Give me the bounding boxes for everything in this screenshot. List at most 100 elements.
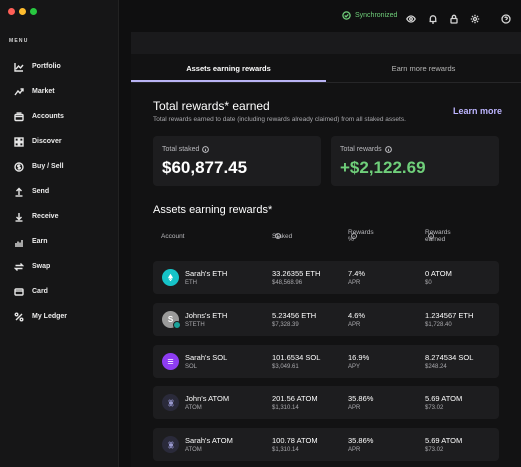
my-ledger-icon: [14, 312, 24, 322]
help-icon[interactable]: [501, 11, 511, 24]
row-rewards-earned-fiat: $73.02: [425, 447, 444, 453]
table-row[interactable]: S Johns's ETH STETH 5.23456 ETH $7,328.3…: [153, 303, 499, 336]
total-rewards-value: +$2,122.69: [340, 158, 426, 177]
row-symbol: SOL: [185, 364, 198, 370]
row-staked-fiat: $1,310.14: [272, 447, 299, 453]
send-icon: [14, 187, 24, 197]
sidebar-item-receive[interactable]: Receive: [0, 204, 119, 229]
row-staked-fiat: $48,568.96: [272, 280, 303, 286]
col-account-label: Account: [161, 232, 185, 240]
sidebar-item-label: Portfolio: [32, 63, 61, 70]
row-rewards-pct: 7.4%: [348, 269, 366, 278]
sidebar-item-label: Buy / Sell: [32, 163, 64, 170]
sync-status-label: Synchronized: [355, 12, 398, 19]
sidebar: MENU Portfolio Market Accounts Discover …: [0, 0, 119, 467]
table-row[interactable]: Sarah's SOL SOL 101.6534 SOL $3,049.61 1…: [153, 345, 499, 378]
eye-icon[interactable]: [406, 11, 416, 23]
discover-icon: [14, 136, 24, 147]
sidebar-item-portfolio[interactable]: Portfolio: [0, 54, 119, 79]
row-staked: 201.56 ATOM: [272, 394, 318, 403]
total-staked-label: Total staked: [162, 146, 200, 153]
sidebar-item-accounts[interactable]: Accounts: [0, 104, 119, 129]
tab-earn-more-rewards[interactable]: Earn more rewards: [391, 64, 456, 73]
portfolio-icon: [14, 62, 24, 72]
bell-icon[interactable]: [428, 11, 438, 24]
accounts-icon: [14, 111, 24, 122]
sidebar-item-swap[interactable]: Swap: [0, 254, 119, 279]
sidebar-item-label: Earn: [32, 238, 48, 245]
info-icon[interactable]: [425, 233, 434, 239]
minimize-window-button[interactable]: [19, 8, 26, 15]
sync-status[interactable]: Synchronized: [342, 11, 397, 20]
learn-more-link[interactable]: Learn more: [453, 106, 503, 116]
info-icon[interactable]: [348, 233, 357, 239]
sidebar-item-discover[interactable]: Discover: [0, 129, 119, 154]
sidebar-item-card[interactable]: Card: [0, 279, 119, 304]
row-rewards-earned-fiat: $0: [425, 280, 432, 286]
row-rewards-type: APR: [348, 405, 361, 411]
total-staked-value: $60,877.45: [162, 158, 248, 177]
table-row[interactable]: Sarah's ETH ETH 33.26355 ETH $48,568.96 …: [153, 261, 499, 294]
row-staked: 5.23456 ETH: [272, 311, 317, 320]
sidebar-item-buy-sell[interactable]: Buy / Sell: [0, 154, 119, 179]
row-symbol: ETH: [185, 280, 197, 286]
tabs: Assets earning rewards Earn more rewards: [131, 54, 521, 82]
info-icon[interactable]: [384, 146, 392, 153]
active-tab-indicator: [131, 80, 326, 82]
assets-title: Assets earning rewards*: [153, 204, 273, 216]
row-rewards-pct: 35.86%: [348, 394, 374, 403]
settings-icon[interactable]: [470, 11, 480, 24]
sidebar-item-label: My Ledger: [32, 313, 68, 320]
total-staked-label-wrap: Total staked: [162, 146, 210, 153]
row-staked-fiat: $3,049.61: [272, 364, 299, 370]
total-rewards-subtitle: Total rewards earned to date (including …: [153, 116, 406, 123]
sidebar-item-label: Receive: [32, 213, 59, 220]
total-rewards-label: Total rewards: [340, 146, 382, 153]
sidebar-item-send[interactable]: Send: [0, 179, 119, 204]
maximize-window-button[interactable]: [30, 8, 37, 15]
eth-icon: [162, 269, 179, 286]
row-rewards-type: APR: [348, 447, 361, 453]
row-staked-fiat: $1,310.14: [272, 405, 299, 411]
receive-icon: [14, 212, 24, 222]
table-row[interactable]: Sarah's ATOM ATOM 100.78 ATOM $1,310.14 …: [153, 428, 499, 461]
tab-assets-earning-rewards[interactable]: Assets earning rewards: [186, 64, 271, 73]
row-staked: 33.26355 ETH: [272, 269, 321, 278]
row-rewards-earned: 8.274534 SOL: [425, 353, 474, 362]
table-row[interactable]: John's ATOM ATOM 201.56 ATOM $1,310.14 3…: [153, 386, 499, 419]
col-staked-label: Staked: [272, 232, 293, 240]
row-rewards-earned-fiat: $73.02: [425, 405, 444, 411]
buy-sell-icon: [14, 161, 24, 172]
check-circle-icon: [342, 11, 351, 20]
row-rewards-earned: 1.234567 ETH: [425, 311, 474, 320]
market-icon: [14, 87, 24, 97]
row-staked-fiat: $7,328.39: [272, 322, 299, 328]
menu-label: MENU: [9, 38, 29, 44]
sidebar-item-my-ledger[interactable]: My Ledger: [0, 304, 119, 329]
row-name: Sarah's SOL: [185, 353, 228, 362]
sidebar-item-market[interactable]: Market: [0, 79, 119, 104]
row-name: John's ATOM: [185, 394, 230, 403]
info-icon[interactable]: [272, 233, 281, 239]
row-rewards-type: APR: [348, 322, 361, 328]
row-rewards-earned-fiat: $1,728.40: [425, 322, 452, 328]
row-rewards-pct: 16.9%: [348, 353, 370, 362]
row-symbol: ATOM: [185, 447, 202, 453]
total-rewards-title: Total rewards* earned: [153, 99, 270, 113]
info-icon[interactable]: [202, 146, 210, 153]
table-header: Account Staked Rewards % Rewards earned: [131, 229, 501, 246]
row-rewards-earned-fiat: $248.24: [425, 364, 447, 370]
row-rewards-earned: 5.69 ATOM: [425, 436, 463, 445]
window-controls: [8, 8, 37, 15]
row-symbol: ATOM: [185, 405, 202, 411]
close-window-button[interactable]: [8, 8, 15, 15]
top-bar: Synchronized: [120, 0, 521, 32]
row-symbol: STETH: [185, 322, 205, 328]
main-panel: Assets earning rewards Earn more rewards…: [131, 32, 521, 467]
lock-icon[interactable]: [449, 11, 459, 24]
swap-icon: [14, 262, 24, 272]
sidebar-item-label: Send: [32, 188, 50, 195]
sidebar-item-earn[interactable]: Earn: [0, 229, 119, 254]
row-name: Sarah's ETH: [185, 269, 228, 278]
row-rewards-earned: 5.69 ATOM: [425, 394, 463, 403]
